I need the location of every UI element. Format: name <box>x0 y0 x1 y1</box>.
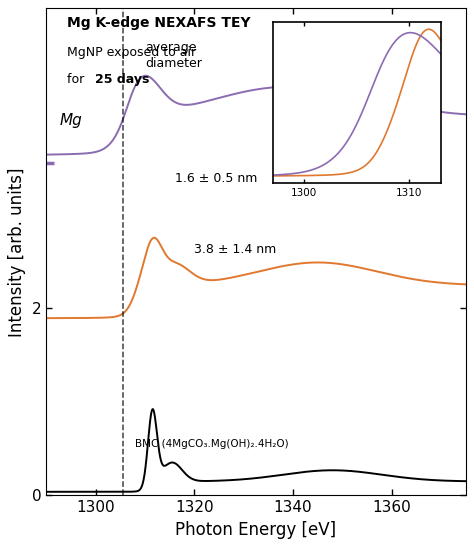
Text: average
diameter: average diameter <box>145 41 202 70</box>
Text: 3.8 ± 1.4 nm: 3.8 ± 1.4 nm <box>194 243 277 257</box>
Text: BMC (4MgCO₃.Mg(OH)₂.4H₂O): BMC (4MgCO₃.Mg(OH)₂.4H₂O) <box>135 439 289 449</box>
Text: 25 days: 25 days <box>95 73 149 86</box>
Y-axis label: Intensity [arb. units]: Intensity [arb. units] <box>9 167 27 336</box>
Text: Mg: Mg <box>60 113 82 129</box>
X-axis label: Photon Energy [eV]: Photon Energy [eV] <box>175 521 337 539</box>
Text: for: for <box>67 73 89 86</box>
Text: 1.6 ± 0.5 nm: 1.6 ± 0.5 nm <box>174 172 257 185</box>
Text: MgNP exposed to air: MgNP exposed to air <box>67 46 196 59</box>
Text: Mg K-edge NEXAFS TEY: Mg K-edge NEXAFS TEY <box>67 16 251 30</box>
